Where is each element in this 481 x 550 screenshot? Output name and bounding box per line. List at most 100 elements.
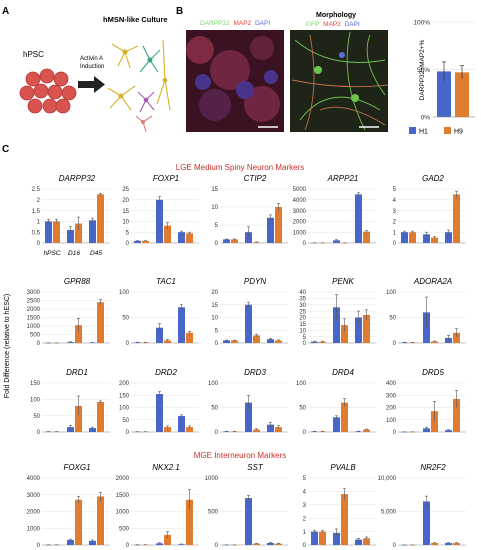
chart-pdyn: PDYN 0 5 10 15 20: [211, 277, 288, 347]
tick-label: 4000: [293, 198, 307, 204]
tick-label: 100: [119, 406, 130, 412]
bar-h9: [431, 237, 438, 243]
stain-dapi: DAPI: [255, 20, 270, 27]
bar-h9: [363, 314, 370, 343]
legend-label-h1: H1: [419, 129, 428, 136]
bar-h1: [178, 416, 185, 432]
bar-h9: [75, 405, 82, 432]
tick-label: 0: [303, 430, 307, 436]
bar-h1: [245, 304, 252, 343]
tick-label: 50: [122, 316, 129, 322]
chart-adora2a: ADORA2A 0 50 100: [386, 277, 466, 347]
bar-h9: [253, 429, 260, 432]
bar-h1: [333, 307, 340, 343]
tick-label: 0: [215, 341, 219, 347]
tick-label: 2: [393, 220, 397, 226]
bar-h9: [275, 340, 282, 343]
tick-label: 1000: [293, 230, 307, 236]
bar-h9: [431, 341, 438, 343]
tick-label: 0: [393, 241, 397, 247]
stain-gfp: GFP: [306, 21, 319, 28]
tick-label: 2000: [116, 476, 130, 482]
bar-h1: [267, 217, 274, 243]
chart-drd4: DRD4 0 50 100: [296, 368, 376, 436]
bar-h1: [267, 339, 274, 343]
tick-label: 1: [37, 220, 41, 226]
tick-label: 1.5: [32, 209, 41, 215]
bar-h9: [253, 543, 260, 545]
tick-label: 3: [393, 209, 397, 215]
tick-label: 5: [303, 335, 307, 341]
tick-label: 100: [119, 290, 130, 296]
chart-title: DRD1: [66, 368, 88, 377]
chart-foxp1: FOXP1 0 5 10 15 20 25: [122, 174, 199, 247]
tick-label: 1: [303, 530, 307, 536]
tick-label: 0: [126, 341, 130, 347]
tick-label: 50%: [417, 67, 430, 74]
chart-title: NKX2.1: [152, 463, 180, 472]
tick-label: 35: [299, 297, 306, 303]
bar-h9: [75, 499, 82, 545]
tick-label: 3000: [27, 290, 41, 296]
bar-h9: [253, 335, 260, 343]
mge-section-title: MGE Interneuron Markers: [194, 451, 286, 460]
tick-label: 25: [299, 309, 306, 315]
chart-ctip2: CTIP2 0 5 10 15: [211, 174, 288, 247]
chart-darpp32: DARPP32 0 0.5 1 1.5 2 2.5 hPSC D16 D45: [32, 174, 110, 257]
bar-h9: [363, 231, 370, 243]
bar-h1: [267, 424, 274, 432]
tick-label: 2500: [27, 299, 41, 305]
bar-h1: [423, 501, 430, 545]
bar-h1: [89, 220, 96, 243]
tick-label: 50: [122, 418, 129, 424]
tick-label: 0: [126, 543, 130, 549]
tick-label: 100: [208, 381, 219, 387]
bar-h1: [333, 417, 340, 432]
bar-h9: [97, 401, 104, 432]
chart-arpp21: ARPP21 0 1000 2000 3000 4000 5000: [293, 174, 376, 247]
tick-label: 20: [211, 290, 218, 296]
bar-h9: [453, 332, 460, 343]
tick-label: 150: [119, 393, 130, 399]
darpp32-percentage-chart: 0% 50% 100% DARPP32+MAP2+% H1 H9: [409, 20, 475, 136]
bar-h1: [223, 239, 230, 243]
bar-h9: [341, 402, 348, 432]
tick-label: 0: [215, 430, 219, 436]
bar-h9: [164, 534, 171, 545]
tick-label: 0: [303, 341, 307, 347]
tick-label: 5000: [293, 187, 307, 193]
chart-drd3: DRD3 0 50 100: [208, 368, 288, 436]
panel-label-a: A: [2, 6, 9, 17]
tick-label: 2: [303, 516, 307, 522]
chart-title: DRD2: [155, 368, 177, 377]
micrograph-darpp32: [186, 30, 284, 132]
chart-gpr88: GPR88 0 500 1000 1500 2000 2500 3000: [27, 277, 110, 347]
tick-label: 30: [299, 303, 306, 309]
panel-label-b: B: [176, 6, 183, 17]
arrow-icon: [78, 76, 105, 93]
tick-label: 4: [303, 490, 307, 496]
tick-label: 5: [303, 476, 307, 482]
tick-label: 0: [393, 543, 397, 549]
panel-b-ylabel: DARPP32+MAP2+%: [419, 39, 426, 100]
chart-title: FOXG1: [63, 463, 90, 472]
hpsc-cells-illustration: [19, 68, 77, 114]
tick-label: 2000: [27, 510, 41, 516]
chart-foxg1: FOXG1 0 1000 2000 3000 4000: [27, 463, 110, 549]
tick-label: 2: [37, 198, 41, 204]
tick-label: 40: [299, 290, 306, 296]
bar-h1: [89, 540, 96, 545]
tick-label: 10: [122, 220, 129, 226]
tick-label: 100: [386, 418, 397, 424]
bar-h9: [231, 239, 238, 243]
chart-tac1: TAC1 0 50 100: [119, 277, 199, 347]
bar-h9: [341, 494, 348, 545]
tick-label: 1500: [116, 493, 130, 499]
tick-label: 3: [303, 503, 307, 509]
tick-label: 15: [211, 187, 218, 193]
tick-label: 400: [386, 381, 397, 387]
chart-title: DRD3: [244, 368, 266, 377]
bar-h1: [311, 531, 318, 545]
bar-h1: [267, 542, 274, 545]
